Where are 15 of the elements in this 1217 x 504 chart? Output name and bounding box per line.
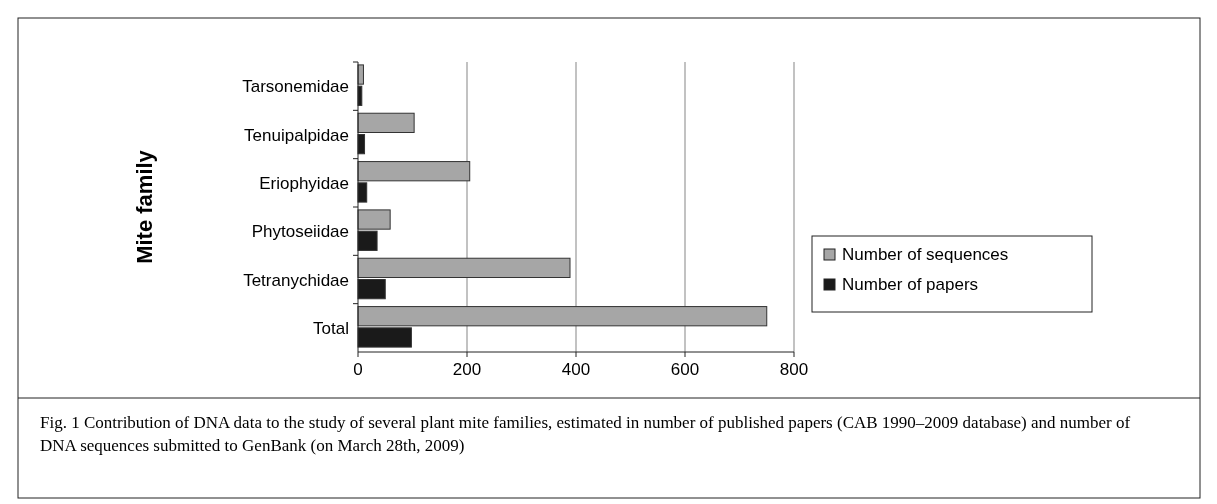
y-tick-label: Tenuipalpidae — [244, 125, 349, 145]
y-tick-label: Tarsonemidae — [242, 77, 349, 97]
x-tick-label: 400 — [561, 360, 591, 379]
x-tick-label: 0 — [353, 360, 363, 379]
x-tick-label: 200 — [452, 360, 482, 379]
y-tick-label: Eriophyidae — [259, 173, 349, 193]
legend-label: Number of papers — [842, 275, 979, 294]
y-axis-title: Mite family — [132, 149, 157, 264]
caption: Fig. 1 Contribution of DNA data to the study of several plant mite families, estimated in number of published papers (CAB 1990–2009 database) and number of DNA sequences submitted to GenBank (on March 28th, 2009) — [40, 413, 1131, 455]
x-tick-label: 800 — [779, 360, 809, 379]
y-tick-label: Total — [313, 318, 349, 338]
y-tick-label: Phytoseiidae — [251, 222, 349, 242]
legend-label: Number of sequences — [842, 245, 1009, 264]
y-tick-label: Tetranychidae — [243, 270, 349, 290]
x-tick-label: 600 — [670, 360, 700, 379]
